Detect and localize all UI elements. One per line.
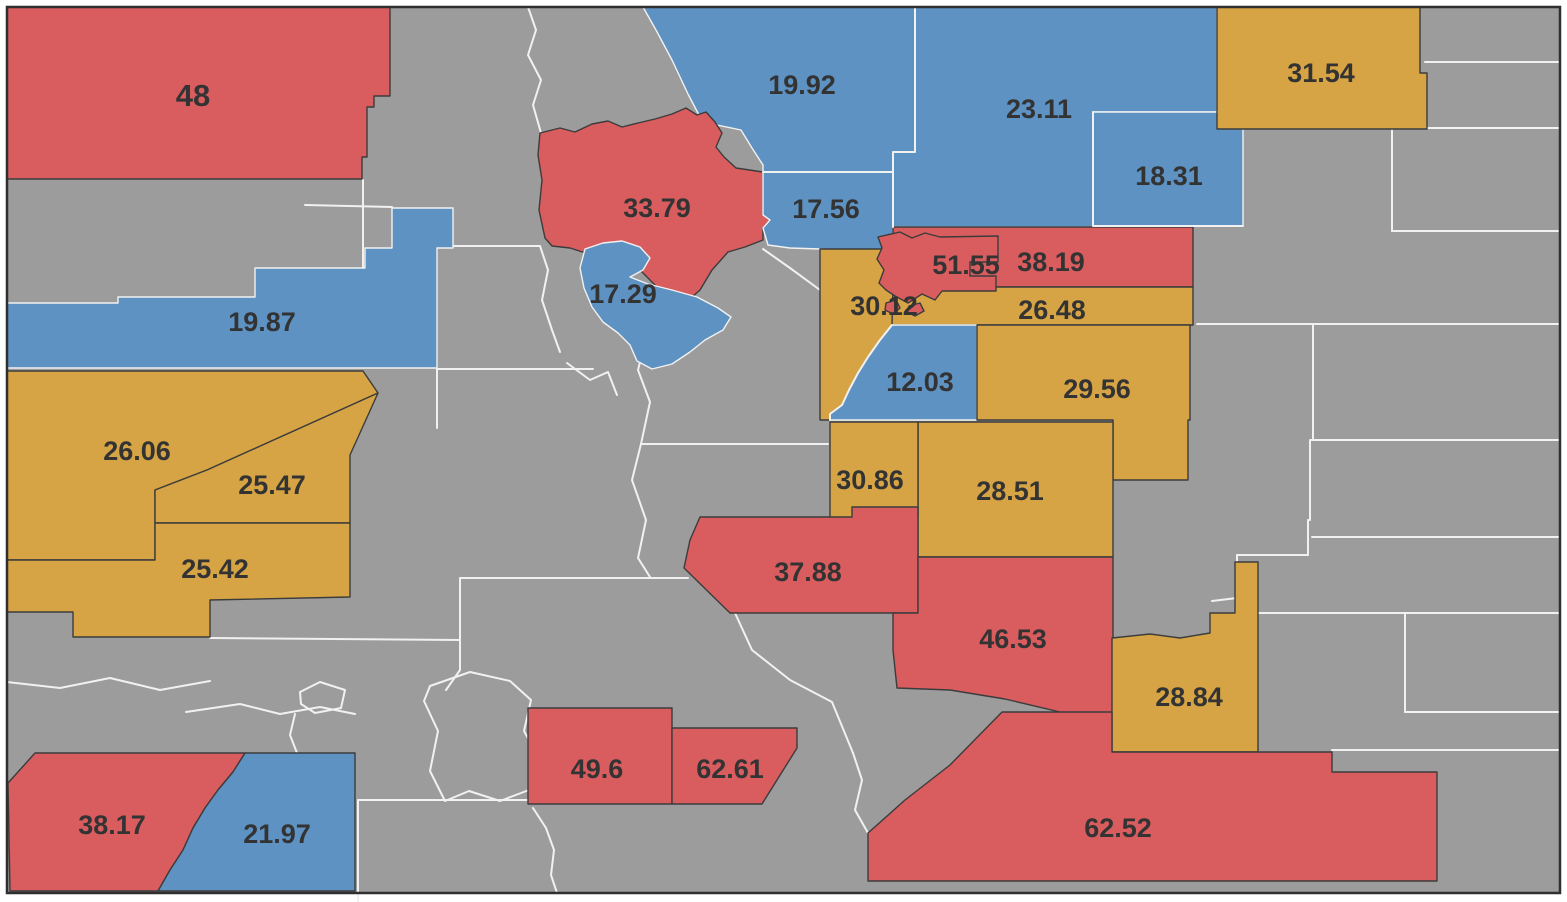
county-label-30.86: 30.86 bbox=[836, 465, 904, 495]
county-label-12.03: 12.03 bbox=[886, 367, 954, 397]
county-region-19.87[interactable] bbox=[6, 207, 454, 369]
county-label-62.52: 62.52 bbox=[1084, 813, 1152, 843]
county-label-26.48: 26.48 bbox=[1018, 295, 1086, 325]
county-label-30.12: 30.12 bbox=[850, 291, 918, 321]
county-label-19.92: 19.92 bbox=[768, 70, 836, 100]
county-label-38.19: 38.19 bbox=[1017, 247, 1085, 277]
county-label-62.61: 62.61 bbox=[696, 754, 764, 784]
county-label-18.31: 18.31 bbox=[1135, 161, 1203, 191]
county-label-29.56: 29.56 bbox=[1063, 374, 1131, 404]
county-region-51.55-enclave2[interactable] bbox=[906, 302, 925, 317]
county-label-26.06: 26.06 bbox=[103, 436, 171, 466]
county-region-25.42[interactable] bbox=[6, 522, 351, 638]
county-label-46.53: 46.53 bbox=[979, 624, 1047, 654]
county-region-51.55-enclave[interactable] bbox=[884, 299, 901, 315]
county-region-48[interactable] bbox=[6, 6, 391, 180]
county-label-28.51: 28.51 bbox=[976, 476, 1044, 506]
county-label-49.6: 49.6 bbox=[571, 754, 624, 784]
county-label-33.79: 33.79 bbox=[623, 193, 691, 223]
county-label-48: 48 bbox=[176, 78, 210, 113]
county-label-38.17: 38.17 bbox=[78, 810, 146, 840]
county-region-62.52[interactable] bbox=[867, 711, 1438, 882]
county-label-37.88: 37.88 bbox=[774, 557, 842, 587]
colored-county-light-seams bbox=[762, 6, 1244, 421]
county-label-51.55: 51.55 bbox=[932, 250, 1000, 280]
county-region-62.61[interactable] bbox=[671, 727, 798, 805]
county-label-17.29: 17.29 bbox=[589, 279, 657, 309]
county-regions bbox=[6, 6, 1438, 892]
county-value-labels: 48 19.92 23.11 18.31 31.54 33.79 17.56 1… bbox=[78, 58, 1355, 849]
county-label-25.47: 25.47 bbox=[238, 470, 306, 500]
county-label-31.54: 31.54 bbox=[1287, 58, 1355, 88]
county-region-21.97[interactable] bbox=[157, 752, 356, 892]
county-label-21.97: 21.97 bbox=[243, 819, 311, 849]
county-label-23.11: 23.11 bbox=[1006, 94, 1072, 124]
county-region-17.29[interactable] bbox=[579, 240, 732, 370]
county-label-19.87: 19.87 bbox=[228, 307, 296, 337]
county-label-25.42: 25.42 bbox=[181, 554, 249, 584]
state-border bbox=[5, 5, 1562, 895]
county-label-28.84: 28.84 bbox=[1155, 682, 1223, 712]
county-label-17.56: 17.56 bbox=[792, 194, 860, 224]
county-region-29.56[interactable] bbox=[976, 324, 1191, 481]
county-region-51.55[interactable] bbox=[876, 231, 999, 304]
